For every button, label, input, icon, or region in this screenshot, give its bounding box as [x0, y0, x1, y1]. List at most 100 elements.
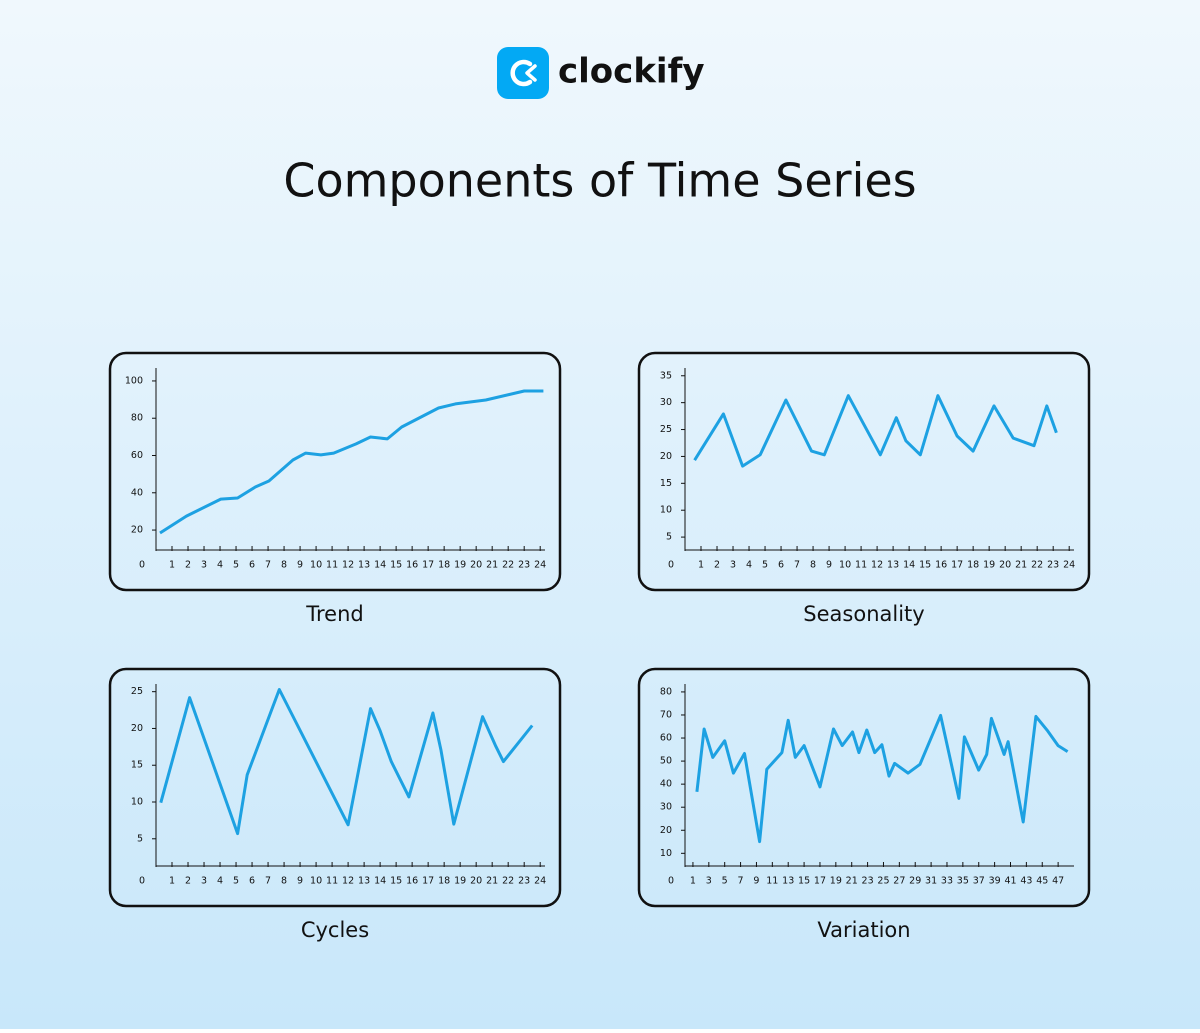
x-tick-label: 4	[217, 876, 223, 887]
x-tick-label: 2	[714, 560, 720, 571]
x-tick-label: 11	[326, 560, 338, 571]
x-tick-label: 29	[909, 876, 921, 887]
x-tick-label: 13	[358, 560, 370, 571]
x-tick-label: 11	[766, 876, 778, 887]
x-tick-label: 18	[438, 876, 450, 887]
page-title: Components of Time Series	[283, 154, 916, 208]
y-tick-label: 40	[660, 779, 672, 790]
x-tick-label: 18	[967, 560, 979, 571]
x-tick-label: 17	[951, 560, 963, 571]
x-tick-label: 10	[310, 560, 322, 571]
x-tick-label: 17	[814, 876, 826, 887]
x-tick-label: 19	[454, 876, 466, 887]
x-tick-label: 6	[778, 560, 784, 571]
x-tick-label: 3	[201, 876, 207, 887]
x-tick-label: 16	[935, 560, 947, 571]
data-line	[159, 688, 534, 836]
x-tick-label: 39	[989, 876, 1001, 887]
x-tick-label: 1	[698, 560, 704, 571]
x-tick-label: 0	[139, 876, 145, 887]
chart-caption: Trend	[305, 602, 363, 626]
x-tick-label: 10	[310, 876, 322, 887]
logo-arc	[510, 59, 533, 87]
x-tick-label: 22	[502, 876, 514, 887]
y-tick-label: 20	[131, 723, 143, 734]
panel-frame	[637, 351, 1091, 592]
x-tick-label: 16	[406, 876, 418, 887]
x-tick-label: 45	[1036, 876, 1048, 887]
x-tick-label: 4	[746, 560, 752, 571]
x-tick-label: 23	[862, 876, 874, 887]
x-tick-label: 8	[810, 560, 816, 571]
x-tick-label: 19	[454, 560, 466, 571]
x-tick-label: 4	[217, 560, 223, 571]
x-tick-label: 43	[1020, 876, 1032, 887]
chart-caption: Seasonality	[803, 602, 924, 626]
y-tick-label: 30	[660, 802, 672, 813]
x-tick-label: 8	[281, 560, 287, 571]
x-tick-label: 15	[390, 560, 402, 571]
x-tick-label: 22	[1031, 560, 1043, 571]
x-tick-label: 9	[753, 876, 759, 887]
x-tick-label: 20	[470, 876, 482, 887]
x-tick-label: 13	[358, 876, 370, 887]
x-tick-label: 3	[706, 876, 712, 887]
panel-frame	[108, 351, 562, 592]
y-tick-label: 60	[131, 450, 143, 461]
x-tick-label: 7	[794, 560, 800, 571]
y-tick-label: 50	[660, 756, 672, 767]
x-tick-label: 7	[738, 876, 744, 887]
logo: clockify	[497, 47, 705, 99]
x-tick-label: 31	[925, 876, 937, 887]
x-tick-label: 21	[486, 560, 498, 571]
y-tick-label: 25	[660, 424, 672, 435]
y-tick-label: 10	[131, 797, 143, 808]
x-tick-label: 14	[374, 560, 386, 571]
x-tick-label: 25	[877, 876, 889, 887]
x-tick-label: 16	[406, 560, 418, 571]
chart-caption: Cycles	[301, 918, 369, 942]
x-tick-label: 24	[534, 876, 546, 887]
logo-icon	[497, 47, 549, 99]
x-tick-label: 12	[342, 876, 354, 887]
x-tick-label: 27	[893, 876, 905, 887]
logo-text: clockify	[558, 52, 705, 92]
x-tick-label: 22	[502, 560, 514, 571]
x-tick-label: 1	[169, 876, 175, 887]
x-tick-label: 23	[1047, 560, 1059, 571]
x-tick-label: 19	[830, 876, 842, 887]
x-tick-label: 23	[518, 560, 530, 571]
x-tick-label: 21	[846, 876, 858, 887]
x-tick-label: 17	[422, 876, 434, 887]
y-tick-label: 10	[660, 848, 672, 859]
x-tick-label: 0	[668, 560, 674, 571]
x-tick-label: 7	[265, 560, 271, 571]
x-tick-label: 12	[871, 560, 883, 571]
y-tick-label: 20	[660, 451, 672, 462]
x-tick-label: 5	[762, 560, 768, 571]
x-tick-label: 35	[957, 876, 969, 887]
x-tick-label: 1	[169, 560, 175, 571]
x-tick-label: 24	[1063, 560, 1075, 571]
x-tick-label: 23	[518, 876, 530, 887]
panel-frame	[108, 667, 562, 908]
x-tick-label: 13	[782, 876, 794, 887]
y-tick-label: 15	[131, 760, 143, 771]
data-line	[693, 394, 1058, 468]
y-tick-label: 100	[125, 375, 143, 386]
x-tick-label: 21	[1015, 560, 1027, 571]
panel-frame	[637, 667, 1091, 908]
x-tick-label: 2	[185, 876, 191, 887]
y-tick-label: 80	[131, 413, 143, 424]
x-tick-label: 17	[422, 560, 434, 571]
x-tick-label: 47	[1052, 876, 1064, 887]
x-tick-label: 8	[281, 876, 287, 887]
y-tick-label: 5	[666, 532, 672, 543]
x-tick-label: 0	[139, 560, 145, 571]
y-tick-label: 5	[137, 833, 143, 844]
